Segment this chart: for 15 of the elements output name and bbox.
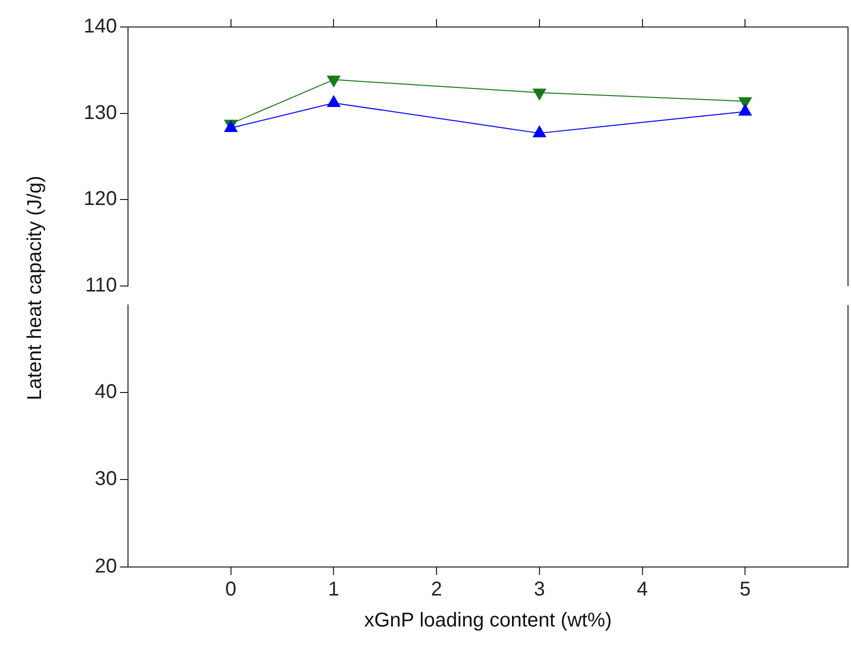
y-tick-label: 120: [84, 188, 117, 210]
y-tick-label: 130: [84, 102, 117, 124]
x-tick-label: 5: [740, 578, 751, 601]
y-tick-label: 140: [84, 16, 117, 38]
x-tick-label: 2: [431, 578, 442, 601]
y-tick-label: 40: [94, 380, 117, 403]
x-tick-label: 3: [534, 578, 545, 601]
x-tick-label: 0: [225, 578, 236, 601]
x-axis-title: xGnP loading content (wt%): [364, 610, 612, 632]
y-tick-label: 110: [85, 274, 117, 297]
x-tick-label: 4: [636, 578, 648, 601]
x-tick-label: 1: [328, 578, 340, 601]
y-tick-label: 20: [94, 556, 117, 578]
y-axis-title: Latent heat capacity (J/g): [23, 174, 47, 402]
y-tick-label: 30: [94, 468, 117, 490]
